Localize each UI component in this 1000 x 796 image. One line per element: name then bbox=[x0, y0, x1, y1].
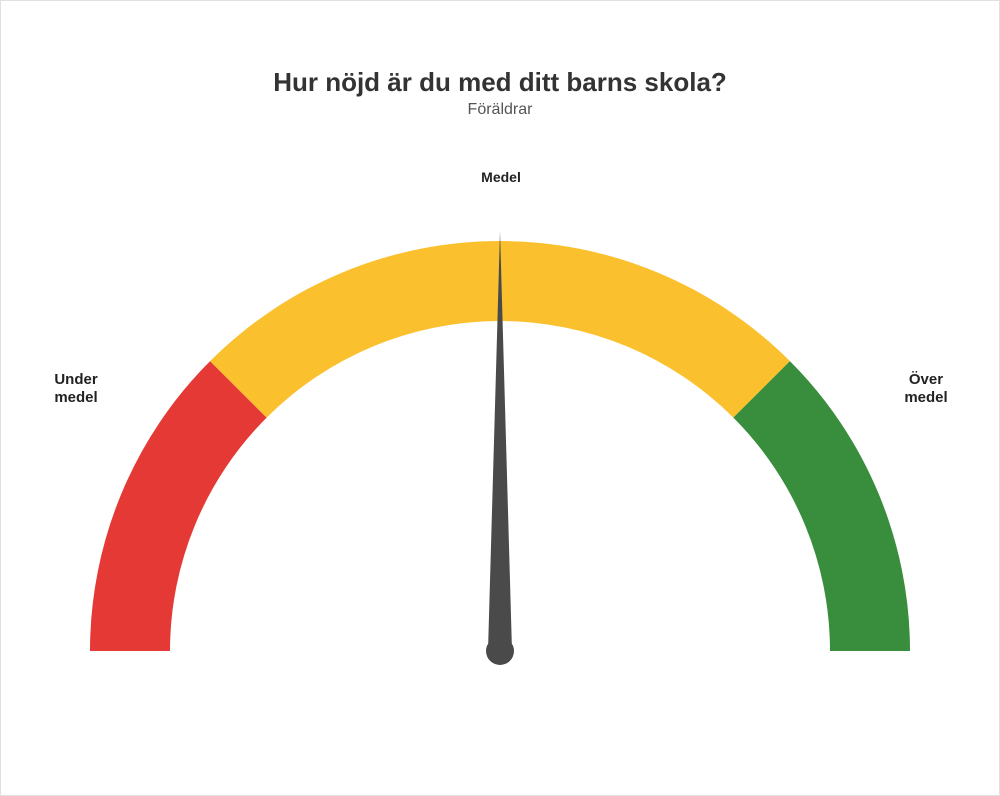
gauge-green-segment bbox=[733, 361, 910, 651]
chart-title: Hur nöjd är du med ditt barns skola? bbox=[1, 67, 999, 98]
gauge-chart bbox=[70, 181, 930, 696]
label-over-medel: Över medel bbox=[891, 371, 961, 407]
label-under-medel-line2: medel bbox=[54, 389, 97, 406]
gauge-red-segment bbox=[90, 361, 267, 651]
chart-subtitle: Föräldrar bbox=[1, 101, 999, 119]
chart-container: Hur nöjd är du med ditt barns skola? För… bbox=[0, 0, 1000, 796]
label-over-medel-line1: Över bbox=[909, 371, 943, 388]
label-medel-text: Medel bbox=[481, 169, 521, 185]
gauge-pivot bbox=[486, 637, 514, 665]
label-under-medel: Under medel bbox=[41, 371, 111, 407]
label-under-medel-line1: Under bbox=[54, 371, 97, 388]
label-over-medel-line2: medel bbox=[904, 389, 947, 406]
label-medel: Medel bbox=[461, 169, 541, 186]
gauge-svg bbox=[70, 181, 930, 691]
